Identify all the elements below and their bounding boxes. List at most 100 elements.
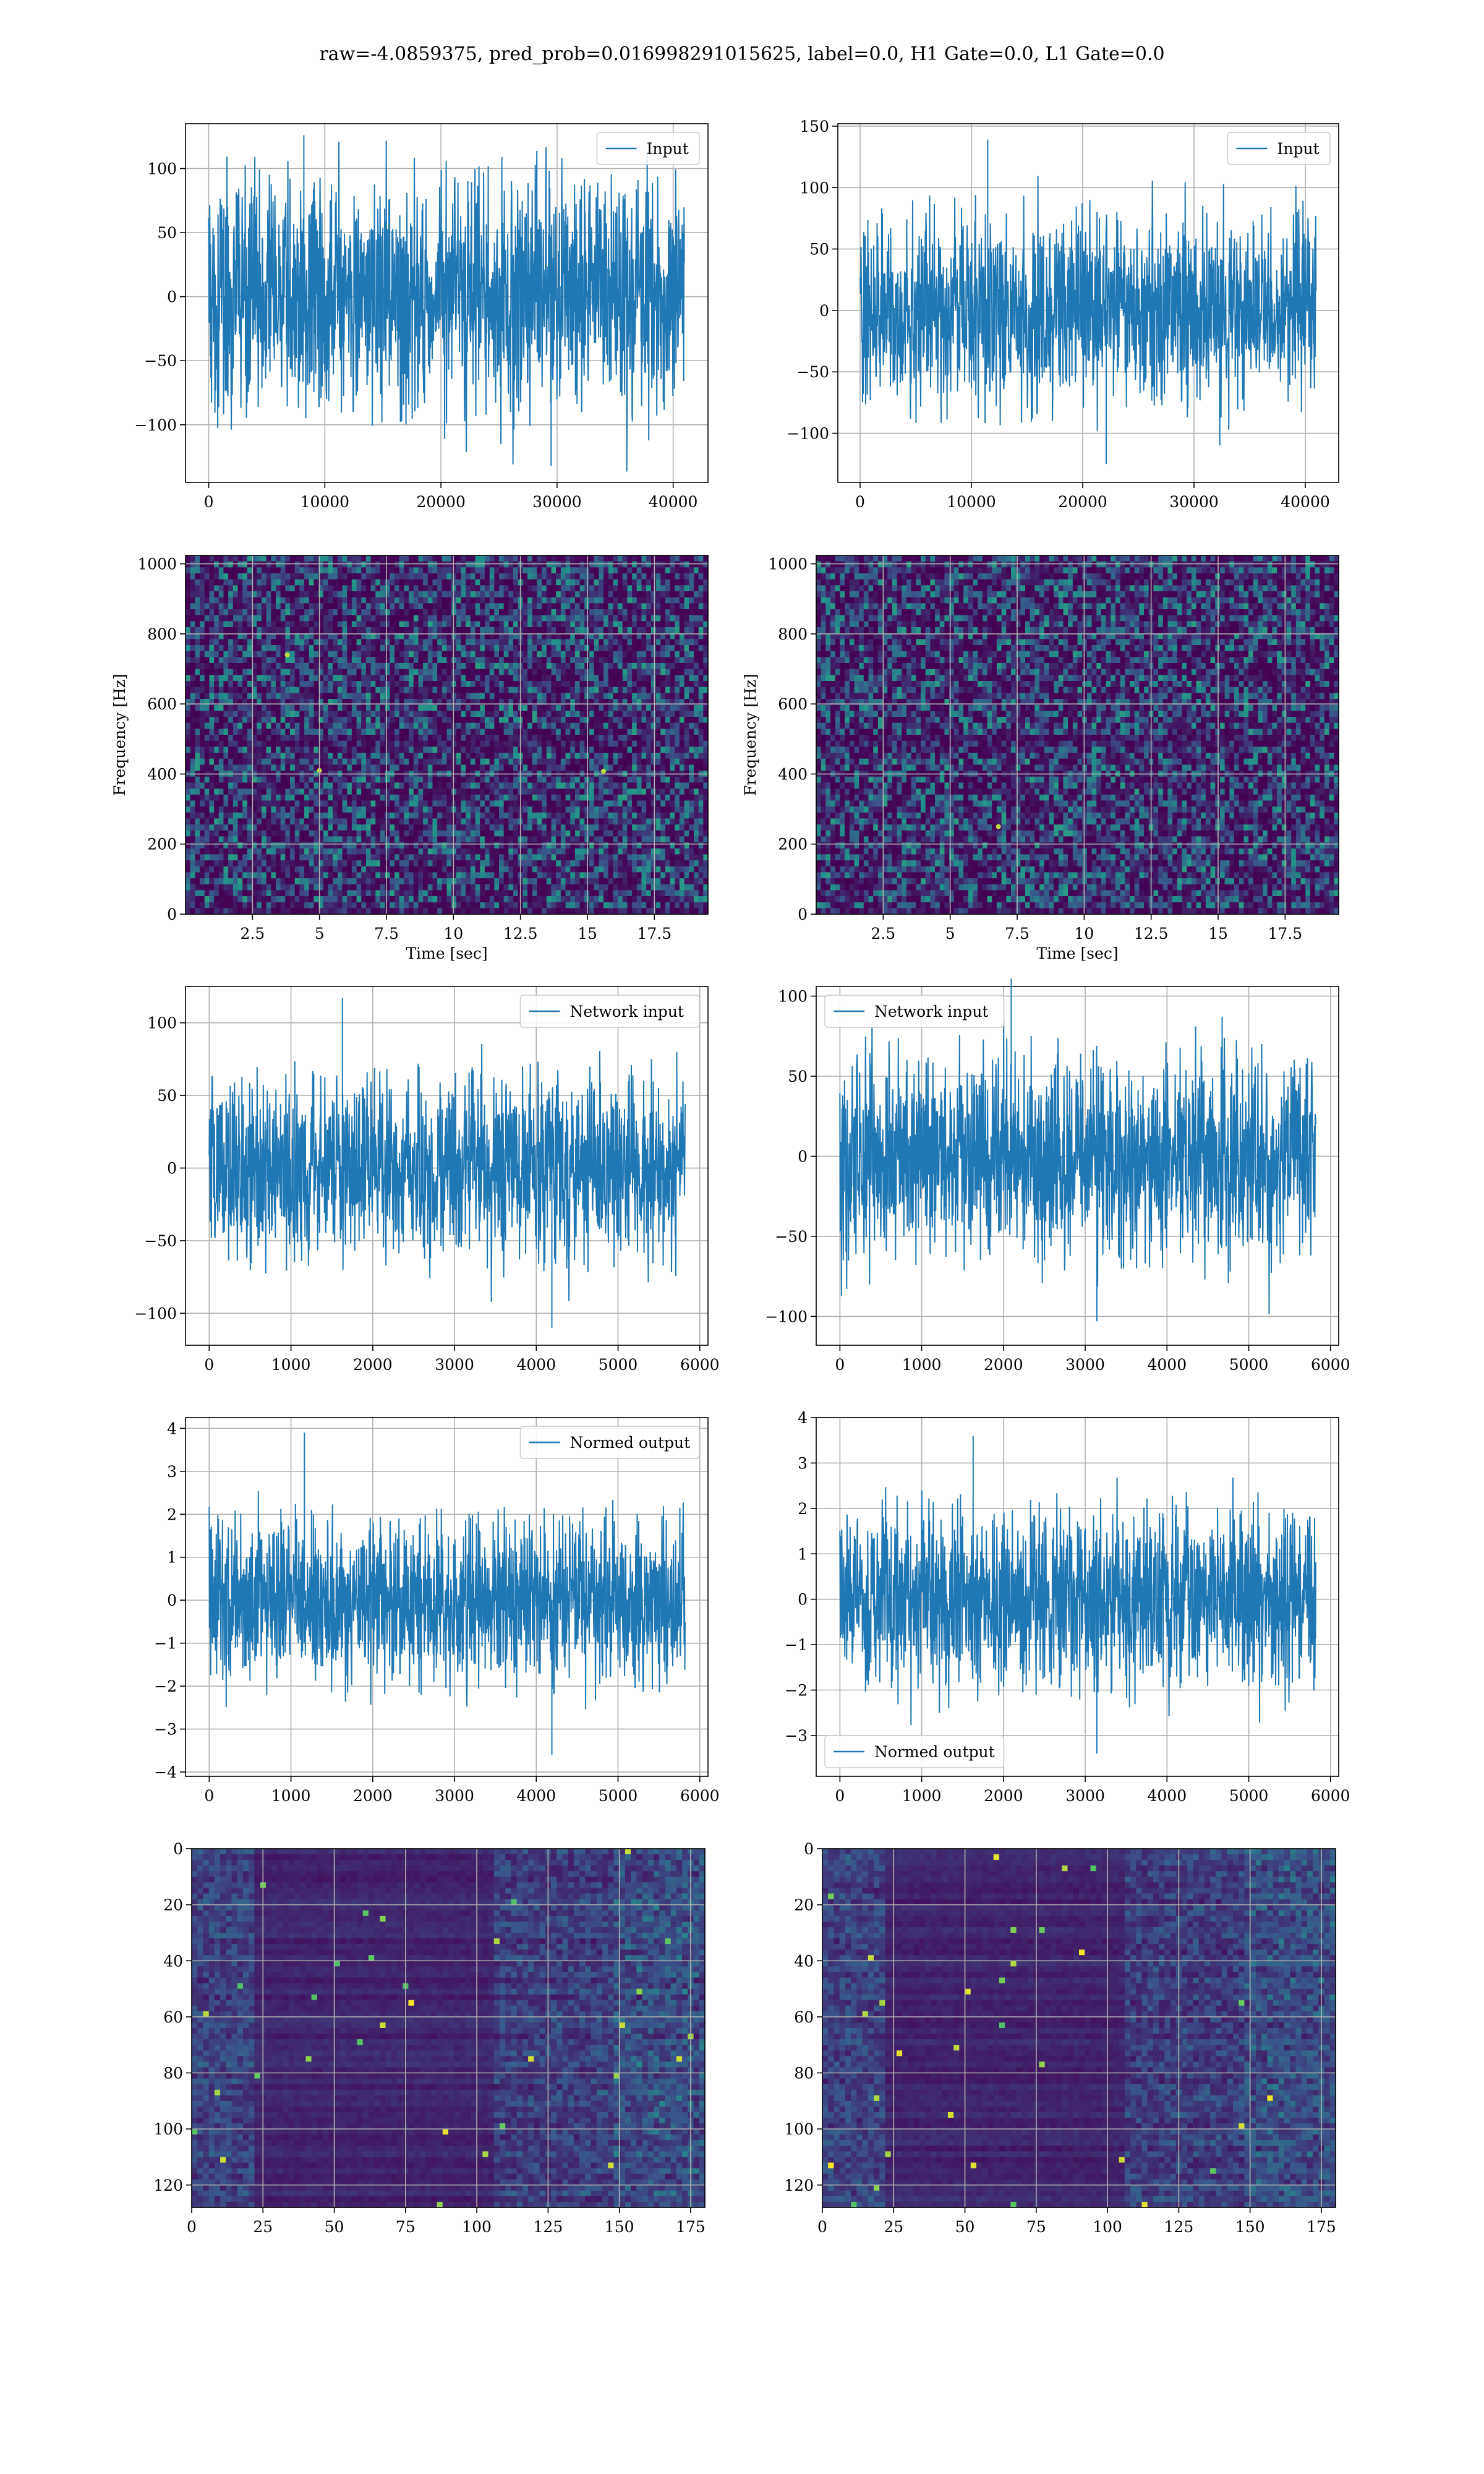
heat-cell — [599, 573, 603, 580]
heat-cell — [242, 813, 247, 819]
heat-cell — [522, 777, 527, 783]
heat-cell — [694, 609, 699, 615]
heat-cell — [390, 807, 394, 813]
heat-cell — [694, 777, 699, 783]
heat-cell — [375, 705, 380, 711]
heat-cell — [442, 741, 447, 747]
heat-cell — [271, 711, 276, 717]
heat-cell — [552, 813, 556, 819]
heat-cell — [380, 687, 385, 693]
heat-cell — [205, 591, 210, 597]
heat-cell — [214, 645, 219, 651]
heat-cell — [385, 687, 390, 693]
heat-cell — [547, 764, 552, 771]
heat-cell — [451, 795, 456, 801]
heat-cell — [542, 759, 547, 765]
heat-cell — [442, 735, 447, 741]
heat-cell — [385, 609, 390, 615]
heat-cell — [423, 651, 428, 657]
heat-cell — [242, 789, 247, 795]
heat-cell — [508, 555, 513, 562]
heat-cell — [485, 597, 490, 604]
heat-cell — [480, 597, 485, 604]
heat-cell — [660, 675, 665, 681]
heat-cell — [186, 651, 190, 657]
heat-cell — [537, 567, 542, 573]
heat-cell — [309, 567, 314, 573]
heat-cell — [542, 585, 547, 591]
heat-cell — [247, 573, 252, 580]
heat-cell — [432, 800, 437, 807]
heat-cell — [366, 621, 371, 627]
heat-cell — [561, 693, 566, 699]
heat-cell — [694, 681, 699, 687]
heat-cell — [466, 663, 471, 669]
heat-cell — [547, 621, 552, 627]
heat-cell — [646, 717, 651, 723]
heat-cell — [219, 717, 224, 723]
heat-cell — [195, 657, 200, 663]
heat-cell — [190, 562, 195, 568]
heat-cell — [613, 585, 618, 591]
heat-cell — [328, 657, 333, 663]
heat-cell — [660, 693, 665, 699]
heat-cell — [447, 663, 452, 669]
heat-cell — [390, 764, 394, 771]
heat-cell — [646, 681, 651, 687]
heat-cell — [219, 747, 224, 753]
heat-cell — [684, 609, 689, 615]
heat-cell — [290, 807, 295, 813]
heat-cell — [485, 609, 490, 615]
heat-cell — [366, 764, 371, 771]
heat-cell — [271, 585, 276, 591]
heat-cell — [451, 800, 456, 807]
heat-cell — [423, 735, 428, 741]
heat-cell — [195, 669, 200, 675]
heat-cell — [219, 741, 224, 747]
heat-cell — [508, 615, 513, 622]
heat-cell — [471, 627, 475, 633]
heat-cell — [599, 753, 603, 759]
heat-cell — [219, 782, 224, 789]
heat-cell — [532, 603, 537, 609]
heat-cell — [428, 555, 433, 562]
heat-cell — [513, 627, 518, 633]
heat-cell — [641, 687, 646, 693]
heat-cell — [537, 687, 542, 693]
heat-cell — [508, 795, 513, 801]
heat-cell — [580, 627, 585, 633]
heat-cell — [437, 639, 442, 645]
heat-cell — [219, 663, 224, 669]
heat-cell — [209, 693, 214, 699]
heat-cell — [290, 753, 295, 759]
heat-cell — [228, 591, 233, 597]
heat-cell — [499, 807, 504, 813]
heat-cell — [508, 603, 513, 609]
heat-cell — [338, 663, 343, 669]
heat-cell — [371, 567, 376, 573]
heat-cell — [589, 597, 594, 604]
heat-cell — [575, 555, 580, 562]
heat-cell — [399, 681, 404, 687]
heat-cell — [375, 669, 380, 675]
heat-cell — [561, 800, 566, 807]
heat-cell — [366, 747, 371, 753]
heat-cell — [451, 693, 456, 699]
heat-cell — [385, 639, 390, 645]
heat-cell — [665, 585, 670, 591]
heat-cell — [646, 603, 651, 609]
heat-cell — [461, 687, 466, 693]
heat-cell — [471, 681, 475, 687]
heat-cell — [522, 717, 527, 723]
heat-cell — [665, 741, 670, 747]
heat-cell — [613, 705, 618, 711]
heat-cell — [504, 597, 509, 604]
heat-cell — [613, 807, 618, 813]
heat-cell — [504, 693, 509, 699]
heat-cell — [285, 681, 290, 687]
heat-cell — [522, 741, 527, 747]
heat-cell — [186, 597, 190, 604]
heat-cell — [627, 693, 632, 699]
heat-cell — [347, 675, 352, 681]
heat-cell — [267, 687, 271, 693]
